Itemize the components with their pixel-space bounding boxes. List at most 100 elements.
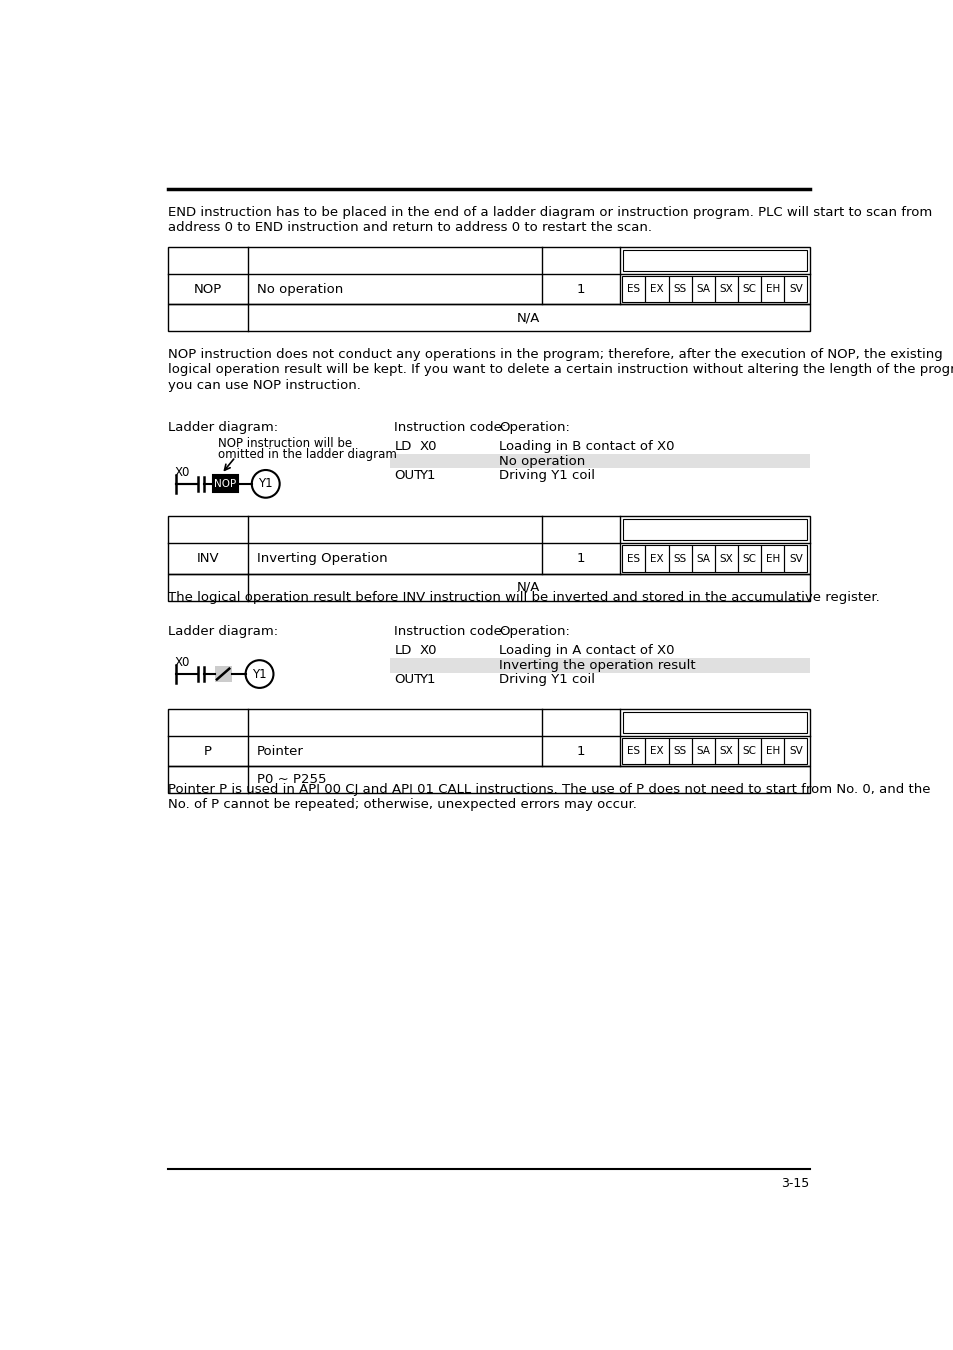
Bar [390, 454, 809, 468]
Text: SA: SA [696, 554, 710, 563]
Text: Operation:: Operation: [498, 625, 569, 639]
Bar [168, 574, 809, 601]
Bar [691, 545, 714, 571]
Text: Loading in A contact of X0: Loading in A contact of X0 [498, 644, 674, 657]
Text: X0: X0 [174, 466, 190, 479]
Text: Y1: Y1 [252, 667, 267, 680]
Bar [714, 545, 738, 571]
Text: ES: ES [626, 747, 639, 756]
Text: Y1: Y1 [418, 470, 436, 482]
Bar [621, 738, 644, 764]
Text: N/A: N/A [517, 312, 540, 324]
Bar [668, 738, 691, 764]
Text: EH: EH [765, 284, 779, 294]
Text: Inverting the operation result: Inverting the operation result [498, 659, 695, 672]
Text: SC: SC [741, 554, 756, 563]
Text: 1: 1 [577, 745, 585, 757]
Bar [783, 738, 806, 764]
Text: NOP instruction does not conduct any operations in the program; therefore, after: NOP instruction does not conduct any ope… [168, 348, 942, 360]
Text: OUT: OUT [394, 674, 422, 686]
Text: Instruction code:: Instruction code: [394, 421, 506, 435]
Text: omitted in the ladder diagram: omitted in the ladder diagram [218, 448, 396, 462]
Text: NOP: NOP [214, 479, 236, 489]
Text: NOP: NOP [193, 282, 222, 296]
Bar [168, 247, 809, 305]
Text: INV: INV [196, 552, 219, 566]
Text: EH: EH [765, 747, 779, 756]
Text: No operation: No operation [498, 455, 584, 467]
Bar [390, 657, 809, 672]
Text: SV: SV [788, 284, 801, 294]
Text: Y1: Y1 [258, 478, 273, 490]
Bar [738, 545, 760, 571]
Text: N/A: N/A [517, 580, 540, 594]
Text: X0: X0 [418, 644, 436, 657]
Bar [622, 250, 806, 270]
Text: X0: X0 [174, 656, 190, 670]
Bar [714, 275, 738, 302]
Text: address 0 to END instruction and return to address 0 to restart the scan.: address 0 to END instruction and return … [168, 221, 652, 234]
Text: Pointer: Pointer [257, 745, 304, 757]
Text: Driving Y1 coil: Driving Y1 coil [498, 470, 595, 482]
Bar [168, 516, 809, 574]
Bar [760, 545, 783, 571]
Text: END instruction has to be placed in the end of a ladder diagram or instruction p: END instruction has to be placed in the … [168, 205, 931, 219]
Text: Pointer P is used in API 00 CJ and API 01 CALL instructions. The use of P does n: Pointer P is used in API 00 CJ and API 0… [168, 783, 929, 796]
Text: NOP instruction will be: NOP instruction will be [218, 436, 353, 450]
Text: LD: LD [394, 644, 412, 657]
Bar [622, 711, 806, 733]
Bar [621, 545, 644, 571]
Text: EX: EX [649, 284, 663, 294]
Text: EX: EX [649, 554, 663, 563]
Bar [668, 275, 691, 302]
Text: 1: 1 [577, 552, 585, 566]
Text: SV: SV [788, 747, 801, 756]
Text: ES: ES [626, 554, 639, 563]
Text: Operation:: Operation: [498, 421, 569, 435]
Bar [738, 275, 760, 302]
Text: Ladder diagram:: Ladder diagram: [168, 625, 278, 639]
Text: SX: SX [719, 747, 733, 756]
Text: Ladder diagram:: Ladder diagram: [168, 421, 278, 435]
Text: SA: SA [696, 747, 710, 756]
Bar [213, 475, 237, 493]
Bar [168, 709, 809, 767]
Bar [760, 738, 783, 764]
Text: SX: SX [719, 284, 733, 294]
Text: No. of P cannot be repeated; otherwise, unexpected errors may occur.: No. of P cannot be repeated; otherwise, … [168, 798, 637, 811]
Text: you can use NOP instruction.: you can use NOP instruction. [168, 379, 360, 391]
Bar [783, 275, 806, 302]
Text: X0: X0 [418, 440, 436, 454]
Text: 3-15: 3-15 [781, 1177, 809, 1191]
Text: P0 ~ P255: P0 ~ P255 [257, 774, 326, 787]
Text: No operation: No operation [257, 282, 343, 296]
Text: SC: SC [741, 747, 756, 756]
Text: SS: SS [673, 284, 686, 294]
Text: logical operation result will be kept. If you want to delete a certain instructi: logical operation result will be kept. I… [168, 363, 953, 377]
Text: LD: LD [394, 440, 412, 454]
Text: Y1: Y1 [418, 674, 436, 686]
Text: OUT: OUT [394, 470, 422, 482]
Bar [622, 520, 806, 540]
Text: SS: SS [673, 747, 686, 756]
Text: Driving Y1 coil: Driving Y1 coil [498, 674, 595, 686]
Bar [714, 738, 738, 764]
Bar [738, 738, 760, 764]
Text: EH: EH [765, 554, 779, 563]
Bar [168, 305, 809, 331]
Text: 1: 1 [577, 282, 585, 296]
Text: Loading in B contact of X0: Loading in B contact of X0 [498, 440, 674, 454]
Bar [214, 667, 232, 682]
Text: Inverting Operation: Inverting Operation [257, 552, 388, 566]
Text: EX: EX [649, 747, 663, 756]
Bar [760, 275, 783, 302]
Bar [691, 275, 714, 302]
Bar [644, 275, 668, 302]
Text: SC: SC [741, 284, 756, 294]
Text: SS: SS [673, 554, 686, 563]
Text: SX: SX [719, 554, 733, 563]
Bar [644, 738, 668, 764]
Text: Instruction code:: Instruction code: [394, 625, 506, 639]
Bar [668, 545, 691, 571]
Text: SA: SA [696, 284, 710, 294]
